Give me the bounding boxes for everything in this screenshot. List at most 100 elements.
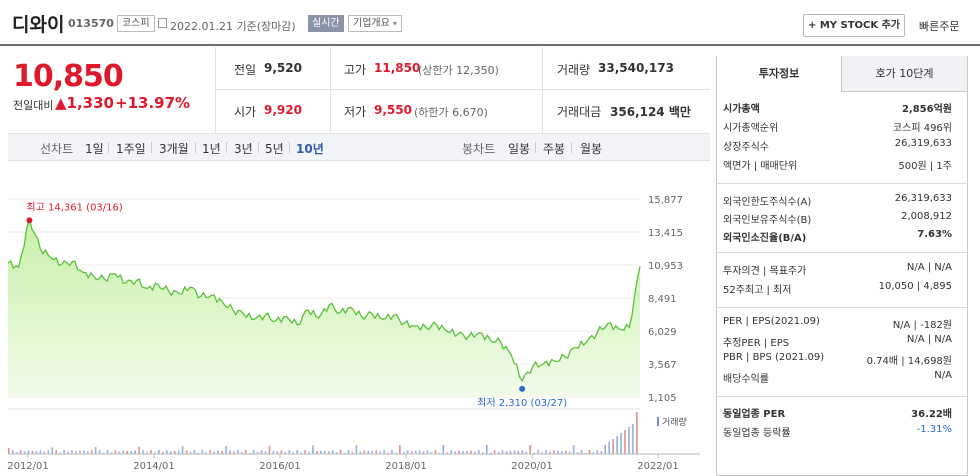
low-value: 9,550 [374, 103, 412, 117]
volume-bar [533, 452, 535, 454]
volume-bar [71, 450, 73, 454]
volume-bar [308, 451, 310, 454]
volume-bar [23, 451, 26, 454]
market-badge: 코스피 [117, 15, 155, 32]
tab-invest-info[interactable]: 투자정보 [717, 56, 842, 92]
volume-bar [63, 450, 65, 454]
volume-bar [154, 452, 156, 454]
change-label: 전일대비 [13, 99, 54, 112]
panel-row-label: 추정PER | EPS [723, 338, 790, 349]
tab-separator [535, 142, 536, 153]
panel-row-label: 시가총액 [723, 104, 760, 115]
y-tick-label: 8,491 [648, 294, 677, 305]
volume-bar [576, 452, 579, 454]
price-chart[interactable]: 15,877 13,415 10,953 8,491 6,029 3,567 1,105 2… [0, 162, 712, 476]
volume-bar [138, 446, 140, 454]
volume-bar [383, 450, 385, 454]
volume-bar [347, 450, 350, 454]
company-info-button[interactable]: 기업개요 ▾ [348, 15, 403, 32]
realtime-button[interactable]: 실시간 [308, 15, 344, 32]
tab-5y[interactable]: 5년 [265, 142, 284, 156]
panel-row-label: 동일업종 등락률 [723, 428, 791, 439]
volume-bar [438, 452, 441, 454]
tab-weekly[interactable]: 주봉 [543, 142, 566, 156]
volume-bar [185, 450, 188, 454]
volume-bar [122, 450, 125, 454]
volume-bar [482, 452, 484, 454]
price-change-pct: +13.97% [115, 94, 191, 112]
volume-bar [19, 450, 22, 454]
tab-monthly[interactable]: 월봉 [580, 142, 603, 156]
volume-bar [375, 450, 377, 454]
volume-bar [339, 450, 342, 454]
low-annotation: 최저 2,310 (03/27) [477, 397, 567, 409]
high-label: 고가 [344, 63, 367, 77]
volume-bar [501, 450, 504, 454]
volume-bar [470, 450, 472, 454]
tab-1w[interactable]: 1주일 [116, 142, 146, 156]
volume-bar [292, 452, 294, 454]
tab-3m[interactable]: 3개월 [159, 142, 189, 156]
volume-bar [410, 451, 413, 454]
volume-bar [256, 452, 259, 454]
prev-close-label: 전일 [234, 63, 257, 77]
volume-bar [221, 451, 223, 454]
volume-bar [612, 439, 614, 454]
chevron-down-icon: ▾ [393, 19, 398, 28]
volume-bar [387, 452, 389, 454]
upper-limit: (상한가 12,350) [418, 64, 499, 77]
low-marker [519, 385, 526, 392]
volume-bar [106, 450, 109, 454]
tab-1d[interactable]: 1일 [85, 142, 104, 156]
stock-header [0, 0, 980, 46]
volume-bar [67, 451, 69, 454]
volume-bar [572, 445, 575, 454]
volume-bar [284, 451, 287, 454]
volume-bar [316, 451, 318, 454]
tab-ask-10[interactable]: 호가 10단계 [842, 56, 967, 92]
volume-bar [134, 450, 136, 454]
volume-bar [620, 433, 622, 454]
current-price: 10,850 [13, 59, 124, 94]
volume-bar [280, 450, 283, 454]
volume-bar [636, 412, 638, 454]
panel-row-label: 액면가 | 매매단위 [723, 161, 798, 172]
tab-10y[interactable]: 10년 [296, 142, 324, 156]
timestamp: 2022.01.21 기준(장마감) [170, 20, 296, 33]
panel-divider [716, 183, 968, 184]
mystock-add-button[interactable]: + MY STOCK 추가 [803, 14, 905, 37]
volume-bar [624, 430, 626, 454]
volume-bar [35, 451, 38, 454]
panel-row-label: 외국인소진율(B/A) [723, 233, 807, 244]
price-change: ▲1,330 [55, 94, 114, 112]
volume-bar [43, 451, 46, 454]
volume-bar [588, 450, 591, 454]
volume-bar [233, 451, 235, 454]
tab-1y[interactable]: 1년 [202, 142, 221, 156]
volume-bar [541, 452, 543, 454]
x-tick-label: 2014/01 [133, 461, 175, 472]
tab-3y[interactable]: 3년 [234, 142, 253, 156]
quick-order-link[interactable]: 빠른주문 [919, 20, 960, 33]
panel-row-value: N/A | N/A [906, 334, 952, 345]
volume-bar [537, 450, 539, 454]
tab-daily[interactable]: 일봉 [508, 142, 531, 156]
candle-chart-label: 봉차트 [462, 142, 496, 156]
volume-bar [162, 452, 164, 454]
volume-bar [59, 452, 61, 454]
volume-bar [403, 451, 405, 454]
high-marker [26, 217, 33, 224]
volume-bar [300, 452, 302, 454]
volume-bar [252, 450, 255, 454]
panel-divider [716, 252, 968, 253]
volume-bar [225, 445, 227, 454]
panel-row-value: 2,008,912 [901, 211, 952, 222]
high-value: 11,850 [374, 61, 421, 75]
volume-bar [379, 451, 381, 454]
volume-bar [430, 452, 433, 454]
volume-bar [327, 451, 330, 454]
volume-bar [517, 451, 520, 454]
panel-row-value: 26,319,633 [894, 138, 952, 149]
volume-bar [497, 452, 500, 454]
tab-separator [258, 142, 259, 153]
